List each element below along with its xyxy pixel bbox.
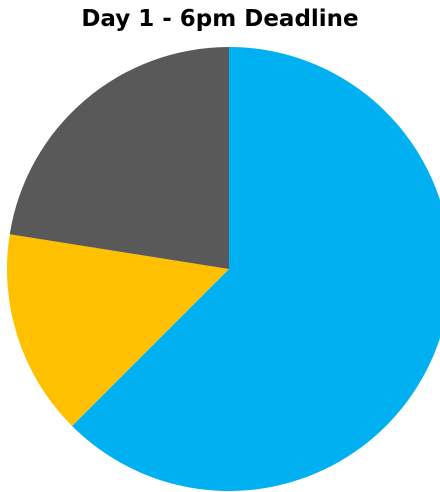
chart-title: Day 1 - 6pm Deadline <box>81 6 359 32</box>
pie-slices <box>6 46 440 491</box>
pie-slice-2 <box>6 234 230 426</box>
pie-slice-1 <box>72 47 440 491</box>
pie-slice-3 <box>9 46 230 269</box>
